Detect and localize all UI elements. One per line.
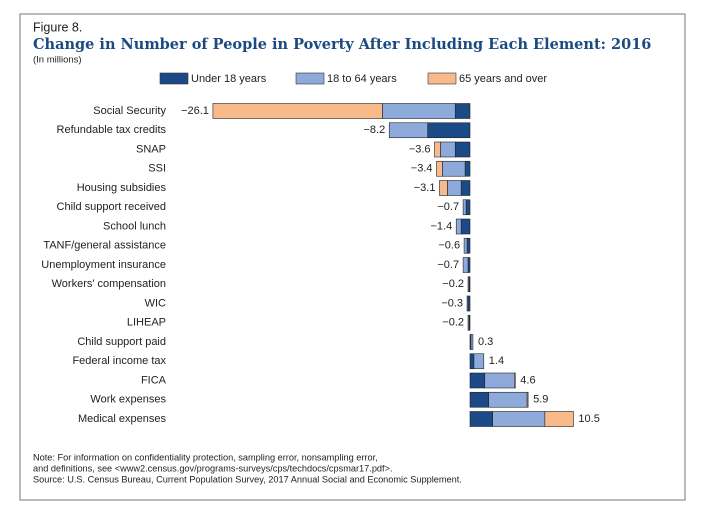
bar-segment [212,103,383,119]
bar-segment [462,199,467,216]
bar-segment [464,160,471,177]
value-label: −0.2 [442,317,464,329]
chart-title: Change in Number of People in Poverty Af… [33,36,651,53]
category-label: Medical expenses [78,413,167,425]
bar-segment [427,122,471,139]
category-label: School lunch [103,220,166,232]
category-label: TANF/general assistance [43,240,166,252]
frame [19,13,686,501]
bar-segment [544,411,574,427]
value-label: 1.4 [489,355,504,367]
category-label: FICA [141,374,167,386]
bar-segment [439,180,448,196]
legend-label: 18 to 64 years [327,73,397,85]
category-label: Unemployment insurance [41,259,166,271]
value-label: −1.4 [430,220,452,232]
category-label: Child support paid [77,336,166,348]
category-label: Federal income tax [72,355,166,367]
value-label: 10.5 [578,413,599,425]
value-label: −0.2 [442,278,464,290]
bar-segment [469,353,475,370]
bar-segment [467,276,470,293]
bar-segment [442,160,466,177]
bar-segment [382,103,456,119]
bar-segment [434,141,441,158]
category-label: LIHEAP [127,317,166,329]
bar-segment [455,218,462,235]
legend-swatch [295,72,325,85]
legend-swatch [159,72,189,85]
value-label: 0.3 [478,336,493,348]
bar-segment [454,103,471,119]
bar-segment [514,372,516,389]
value-label: −3.4 [411,163,433,175]
bar-segment [469,411,493,427]
source: Source: U.S. Census Bureau, Current Popu… [33,474,462,484]
value-label: 5.9 [533,394,548,406]
value-label: −26.1 [181,105,209,117]
legend-label: 65 years and over [459,73,547,85]
bar-segment [488,391,528,408]
figure-label: Figure 8. [33,20,82,34]
legend-label: Under 18 years [191,73,267,85]
note: and definitions, see <www2.census.gov/pr… [33,463,393,473]
bar-segment [440,141,456,158]
bar-segment [460,180,471,196]
bar-segment [469,372,486,389]
bar-segment [473,353,485,370]
bar-segment [436,160,443,177]
bar-segment [466,295,469,312]
bar-segment [465,199,471,216]
value-label: −8.2 [364,124,386,136]
category-label: Housing subsidies [77,182,167,194]
subtitle: (In millions) [33,55,82,66]
value-label: 4.6 [520,374,535,386]
bar-segment [454,141,471,158]
legend-swatch [427,72,457,85]
value-label: −0.6 [438,240,460,252]
value-label: −0.7 [437,259,459,271]
category-label: SNAP [136,143,166,155]
bar-segment [526,391,529,408]
bar-segment [466,237,471,254]
bar-segment [469,391,490,408]
bar-segment [447,180,462,196]
bar-segment [492,411,546,427]
bar-segment [463,237,468,254]
value-label: −0.7 [437,201,459,213]
bar-segment [388,122,428,139]
category-label: Work expenses [90,394,166,406]
bar-segment [484,372,515,389]
bar-segment [462,257,469,273]
category-label: SSI [148,163,166,175]
value-label: −0.3 [441,297,463,309]
category-label: Child support received [57,201,166,213]
category-label: Social Security [93,105,166,117]
note: Note: For information on confidentiality… [33,452,378,462]
category-label: Workers' compensation [52,278,166,290]
bar-segment [467,314,470,331]
category-label: Refundable tax credits [57,124,167,136]
bar-segment [460,218,471,235]
value-label: −3.1 [414,182,436,194]
bar-segment [470,334,474,350]
value-label: −3.6 [409,143,431,155]
category-label: WIC [145,297,166,309]
